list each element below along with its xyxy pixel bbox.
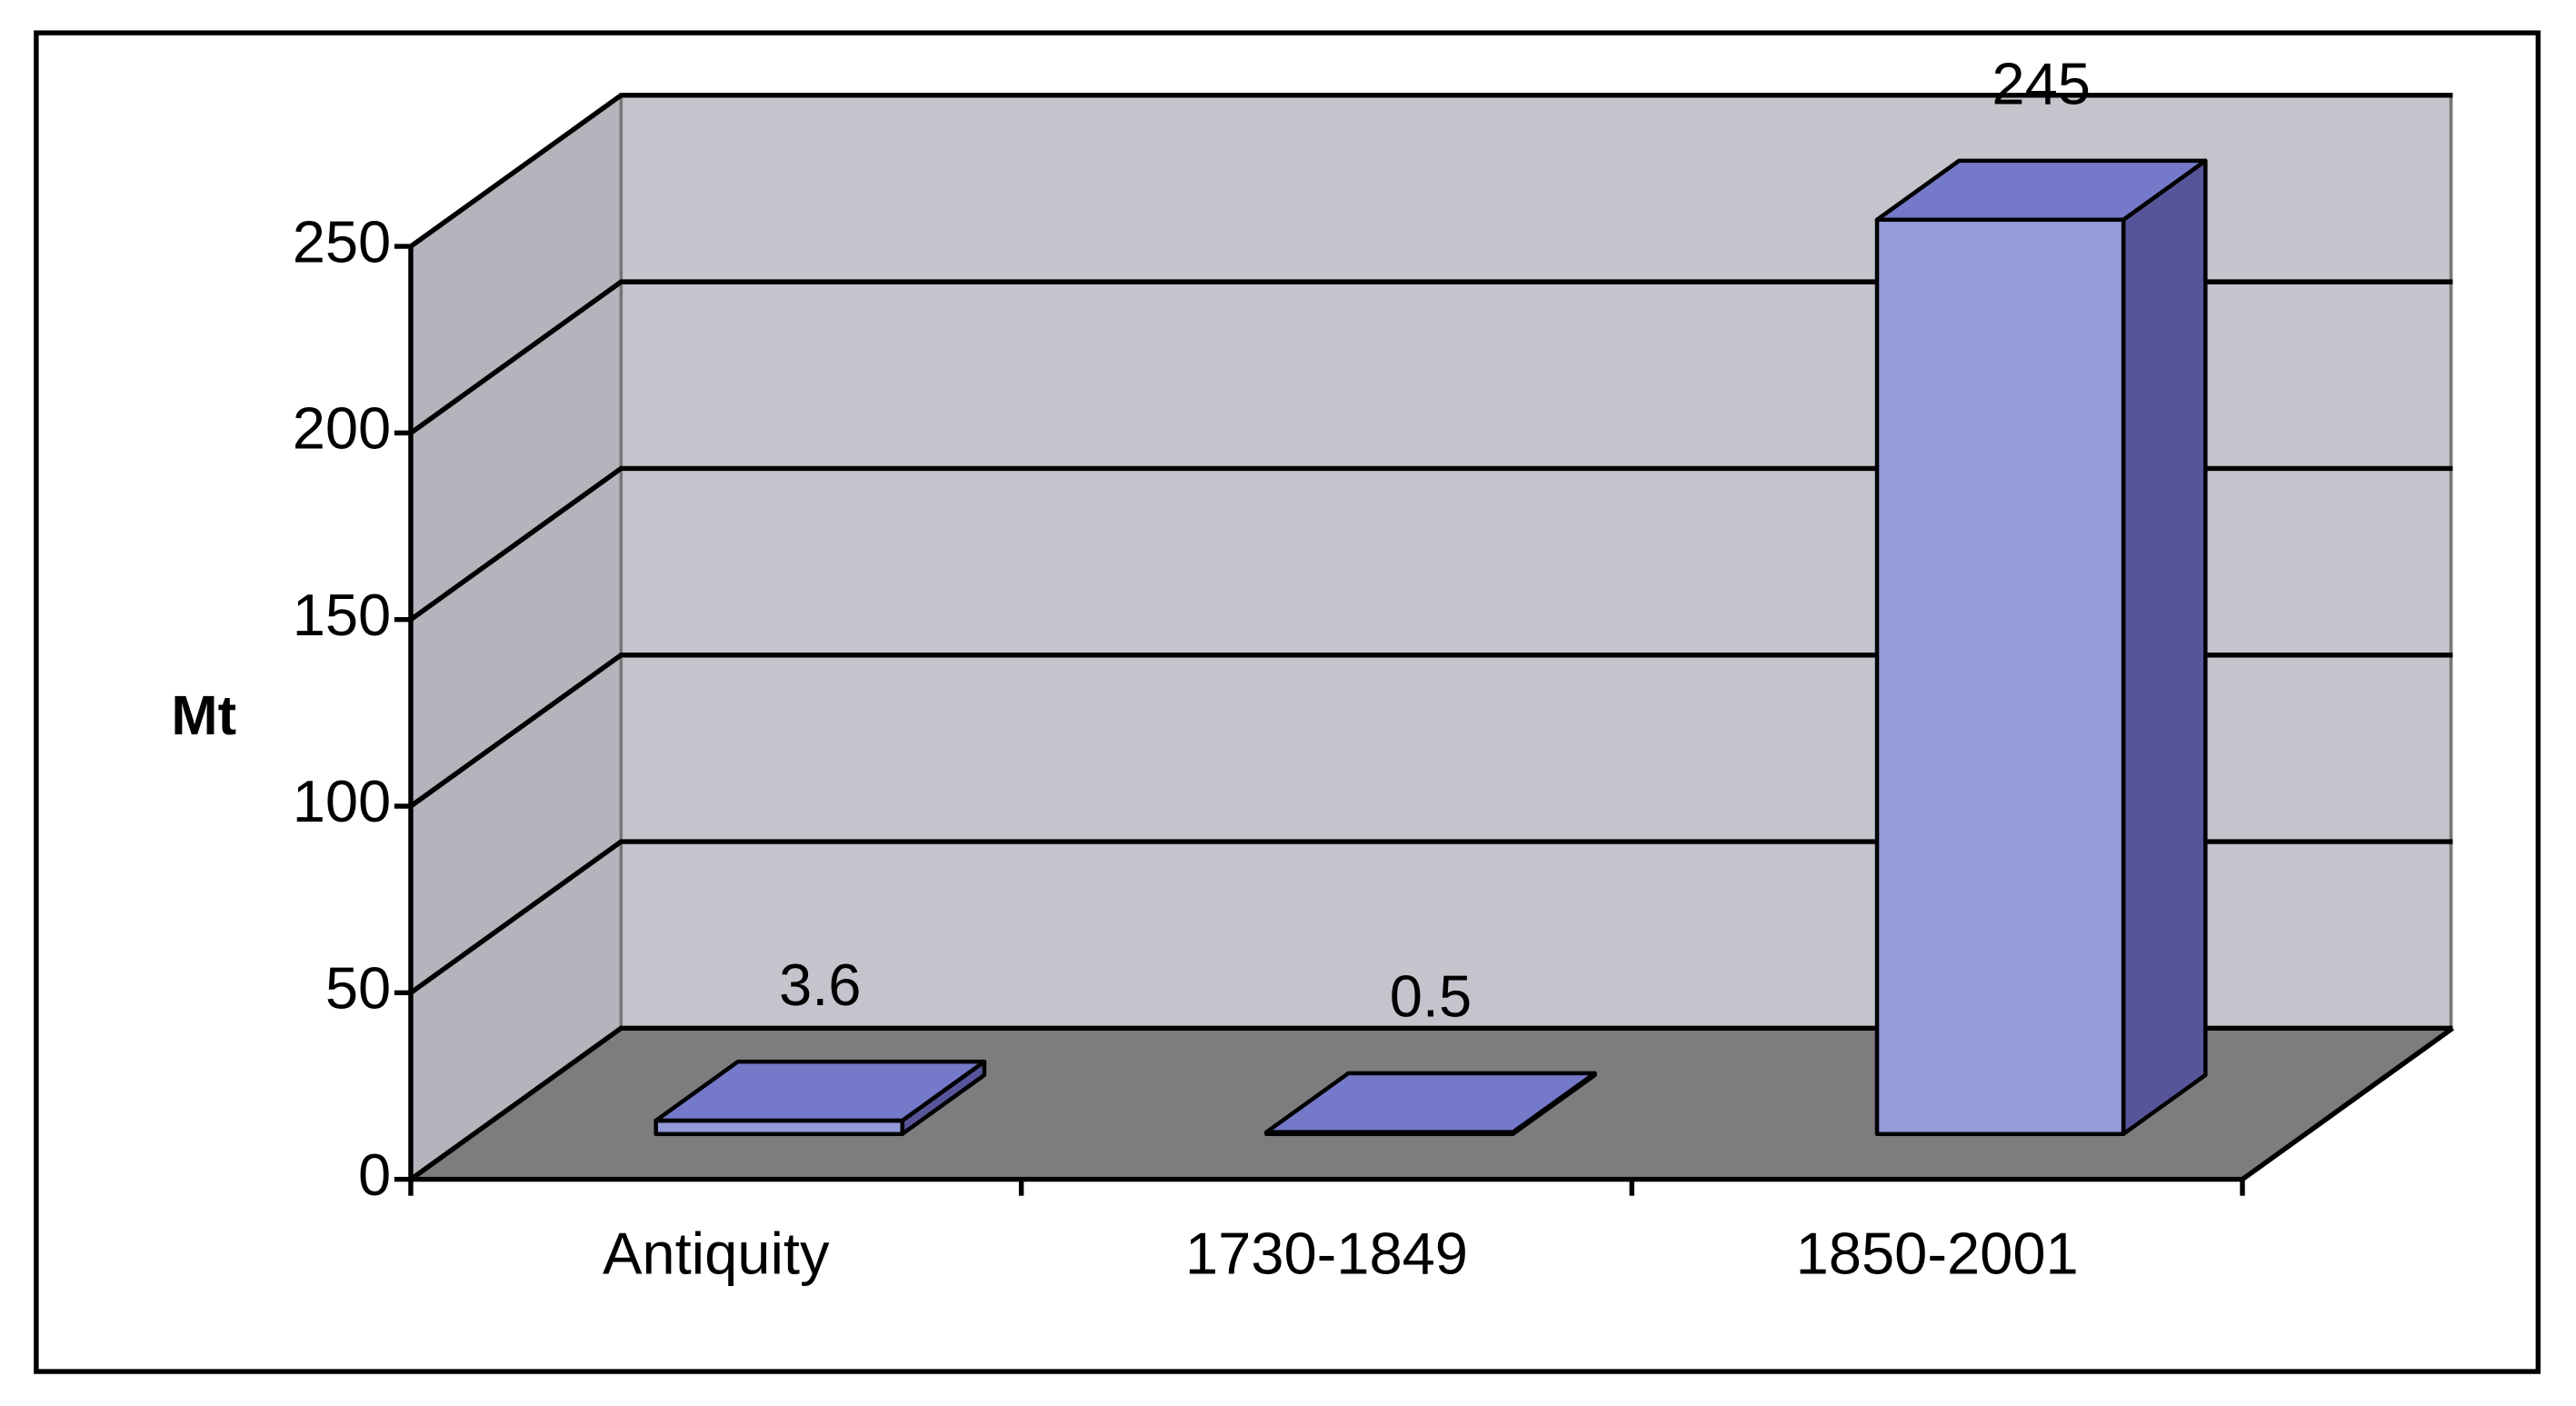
x-tick-label: 1730-1849 (1185, 1221, 1468, 1287)
bar-top (1264, 1071, 1597, 1134)
data-label: 0.5 (1390, 962, 1472, 1029)
floor-edge (2241, 1026, 2454, 1182)
grid-line (409, 839, 2453, 995)
bar-top (654, 1059, 987, 1123)
grid-line (409, 1025, 2453, 1182)
y-tick-label: 100 (293, 768, 392, 834)
y-tick-label: 0 (358, 1142, 391, 1208)
y-tick-label: 200 (293, 395, 392, 462)
y-tick-label: 50 (325, 954, 391, 1021)
y-tick-label: 250 (293, 208, 392, 274)
side-wall (410, 95, 622, 1180)
y-tick-label: 150 (293, 582, 392, 648)
grid-line (409, 465, 2453, 622)
bar-front (1874, 217, 2126, 1136)
bar-top (1874, 158, 2208, 222)
data-label: 245 (1992, 51, 2091, 117)
data-label: 3.6 (779, 952, 861, 1018)
bar-side (2121, 158, 2208, 1136)
x-tick-label: Antiquity (603, 1221, 830, 1287)
y-axis-title: Mt (171, 684, 236, 747)
grid-line (409, 93, 2453, 249)
grid-line (409, 653, 2453, 809)
x-tick-label: 1850-2001 (1796, 1221, 2079, 1287)
grid-line (409, 279, 2453, 435)
